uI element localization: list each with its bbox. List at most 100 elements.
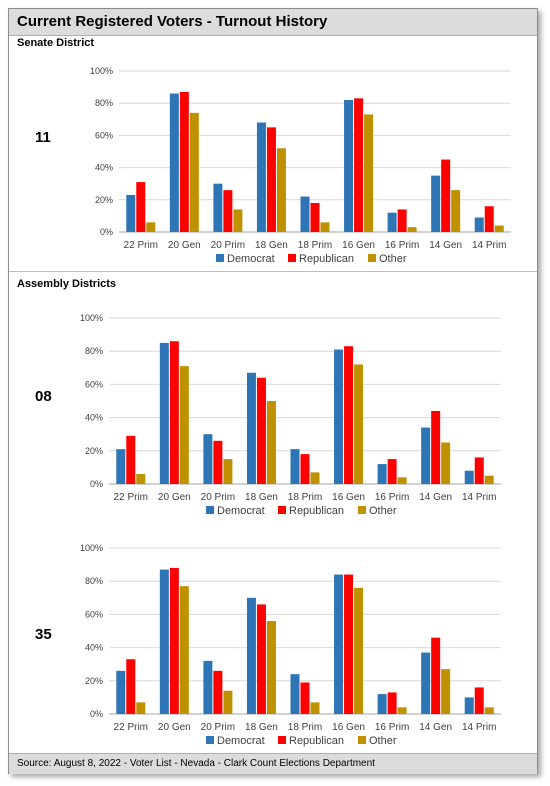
bar-republican: [169, 341, 179, 484]
bar-democrat: [169, 93, 179, 232]
bar-other: [266, 401, 276, 484]
bar-democrat: [246, 372, 256, 484]
bar-democrat: [213, 183, 223, 232]
bar-republican: [397, 209, 407, 232]
y-tick-label: 40%: [85, 643, 103, 653]
x-tick-label: 18 Gen: [245, 492, 278, 503]
legend-label: Other: [369, 505, 397, 517]
x-tick-label: 14 Gen: [429, 240, 462, 251]
x-tick-label: 14 Gen: [419, 722, 452, 733]
x-tick-label: 14 Prim: [462, 722, 496, 733]
bar-other: [146, 222, 156, 232]
legend-label: Other: [369, 735, 397, 747]
bar-democrat: [203, 660, 213, 714]
bar-other: [179, 366, 189, 484]
x-tick-label: 20 Gen: [168, 240, 201, 251]
bar-democrat: [116, 449, 126, 484]
legend-swatch: [206, 736, 214, 744]
bar-democrat: [387, 212, 397, 232]
x-tick-label: 16 Prim: [375, 492, 409, 503]
legend-swatch: [368, 254, 376, 262]
bar-other: [441, 669, 451, 714]
bar-other: [320, 222, 330, 232]
y-tick-label: 100%: [80, 313, 103, 323]
bar-republican: [344, 346, 354, 484]
bar-republican: [266, 127, 276, 232]
bar-republican: [213, 670, 223, 714]
bar-democrat: [126, 194, 136, 232]
x-tick-label: 18 Prim: [288, 492, 322, 503]
senate-section-label: Senate District: [17, 37, 95, 49]
y-tick-label: 80%: [95, 98, 113, 108]
bar-democrat: [431, 175, 441, 232]
legend-label: Democrat: [227, 253, 275, 265]
bar-other: [484, 475, 494, 484]
bar-other: [223, 459, 233, 484]
x-tick-label: 20 Prim: [201, 722, 235, 733]
x-tick-label: 18 Prim: [298, 240, 332, 251]
district-number-assembly-08: 08: [35, 388, 52, 405]
legend-label: Democrat: [217, 735, 265, 747]
bar-democrat: [421, 427, 431, 484]
bar-other: [397, 707, 407, 714]
bar-democrat: [464, 470, 474, 484]
district-number-assembly-35: 35: [35, 626, 52, 643]
y-tick-label: 60%: [85, 609, 103, 619]
x-tick-label: 16 Prim: [385, 240, 419, 251]
x-tick-label: 14 Prim: [472, 240, 506, 251]
legend-swatch: [216, 254, 224, 262]
bar-other: [494, 225, 504, 232]
x-tick-label: 14 Prim: [462, 492, 496, 503]
bar-other: [407, 227, 417, 232]
bar-republican: [484, 206, 494, 232]
bar-republican: [256, 604, 266, 714]
legend-swatch: [206, 506, 214, 514]
legend-label: Other: [379, 253, 407, 265]
x-tick-label: 20 Gen: [158, 492, 191, 503]
legend-label: Republican: [299, 253, 354, 265]
bar-other: [179, 586, 189, 714]
bar-republican: [223, 190, 233, 232]
bar-democrat: [246, 597, 256, 714]
x-tick-label: 16 Gen: [332, 492, 365, 503]
x-tick-label: 22 Prim: [114, 492, 148, 503]
assembly-08-chart: 0% 20% 40% 60% 80% 100% 22 Prim 20 Gen 20 Prim 18…: [80, 313, 501, 517]
bar-other: [397, 477, 407, 484]
bar-republican: [387, 692, 397, 714]
section-divider: [9, 271, 537, 272]
bar-other: [189, 112, 199, 232]
bar-democrat: [290, 674, 300, 714]
y-tick-label: 0%: [90, 479, 103, 489]
bar-other: [266, 621, 276, 714]
x-tick-label: 22 Prim: [124, 240, 158, 251]
bar-republican: [256, 377, 266, 484]
x-tick-label: 18 Gen: [255, 240, 288, 251]
bar-democrat: [474, 217, 484, 232]
x-tick-label: 20 Prim: [201, 492, 235, 503]
source-note: Source: August 8, 2022 - Voter List - Ne…: [17, 758, 375, 769]
bar-democrat: [377, 464, 387, 484]
x-tick-label: 20 Prim: [211, 240, 245, 251]
bar-other: [310, 472, 320, 484]
bar-other: [354, 364, 364, 484]
bar-republican: [169, 567, 179, 714]
bar-republican: [179, 91, 189, 233]
x-tick-label: 18 Prim: [288, 722, 322, 733]
legend-label: Republican: [289, 505, 344, 517]
assembly-section-label: Assembly Districts: [17, 278, 117, 290]
legend-label: Democrat: [217, 505, 265, 517]
legend-swatch: [278, 736, 286, 744]
senate-district-chart: 0% 20% 40% 60% 80% 100% 22 Prim 20 Gen 20 Prim 18…: [90, 66, 511, 265]
x-tick-label: 16 Gen: [332, 722, 365, 733]
y-tick-label: 40%: [85, 413, 103, 423]
bar-other: [354, 587, 364, 714]
x-tick-label: 16 Gen: [342, 240, 375, 251]
legend-swatch: [358, 736, 366, 744]
y-tick-label: 0%: [90, 709, 103, 719]
bar-republican: [474, 457, 484, 484]
bar-republican: [344, 574, 354, 714]
y-tick-label: 80%: [85, 576, 103, 586]
bar-other: [276, 148, 286, 232]
bar-republican: [431, 410, 441, 484]
bar-democrat: [290, 449, 300, 484]
